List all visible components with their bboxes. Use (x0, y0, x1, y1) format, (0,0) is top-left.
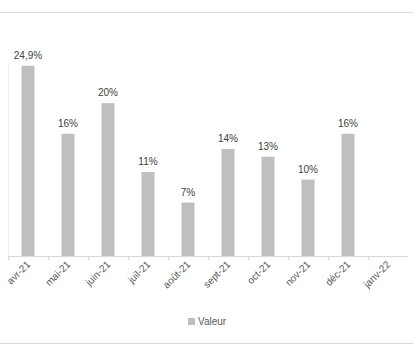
x-tick (168, 256, 169, 260)
chart-container: 24,9% 16% 20% 11% 7% 14% 13% 10% 16% avr-21 mai-21… (0, 0, 413, 360)
x-tick-label: déc-21 (323, 258, 353, 288)
x-tick (88, 256, 89, 260)
x-tick-label: juil-21 (125, 258, 153, 286)
chart-svg: 24,9% 16% 20% 11% 7% 14% 13% 10% 16% avr-21 mai-21… (0, 0, 413, 360)
data-label: 7% (181, 187, 196, 198)
x-tick-label: sept-21 (201, 258, 233, 290)
x-tick (288, 256, 289, 260)
x-tick (128, 256, 129, 260)
legend: Valeur (188, 316, 227, 327)
bar (262, 157, 275, 256)
bar (142, 172, 155, 256)
y-axis-line (8, 65, 9, 256)
x-tick-label: janv-22 (361, 258, 393, 290)
frame-bottom (0, 343, 413, 344)
x-tick (248, 256, 249, 260)
x-tick-label: avr-21 (5, 258, 33, 286)
legend-label: Valeur (198, 316, 227, 327)
data-label: 24,9% (14, 50, 42, 61)
legend-swatch (188, 318, 195, 325)
x-tick (48, 256, 49, 260)
x-tick (328, 256, 329, 260)
x-tick-label: août-21 (161, 258, 193, 290)
data-labels: 24,9% 16% 20% 11% 7% 14% 13% 10% 16% (14, 50, 358, 198)
data-label: 16% (338, 118, 358, 129)
bars (22, 66, 355, 256)
x-tick-label: oct-21 (245, 258, 273, 286)
data-label: 10% (298, 164, 318, 175)
bar (302, 180, 315, 256)
x-tick-label: juin-21 (83, 258, 113, 288)
data-label: 14% (218, 133, 238, 144)
bar (62, 134, 75, 256)
x-tick (8, 256, 9, 260)
data-label: 11% (138, 156, 157, 167)
frame-top (0, 12, 413, 13)
bar (342, 134, 355, 256)
bar (102, 103, 115, 256)
bar (182, 203, 195, 256)
x-tick-label: mai-21 (43, 258, 73, 288)
data-label: 13% (258, 141, 278, 152)
bar (222, 149, 235, 256)
bar (22, 66, 35, 256)
data-label: 16% (58, 118, 78, 129)
x-tick (208, 256, 209, 260)
x-tick (368, 256, 369, 260)
x-tick-label: nov-21 (283, 258, 313, 288)
data-label: 20% (98, 87, 118, 98)
